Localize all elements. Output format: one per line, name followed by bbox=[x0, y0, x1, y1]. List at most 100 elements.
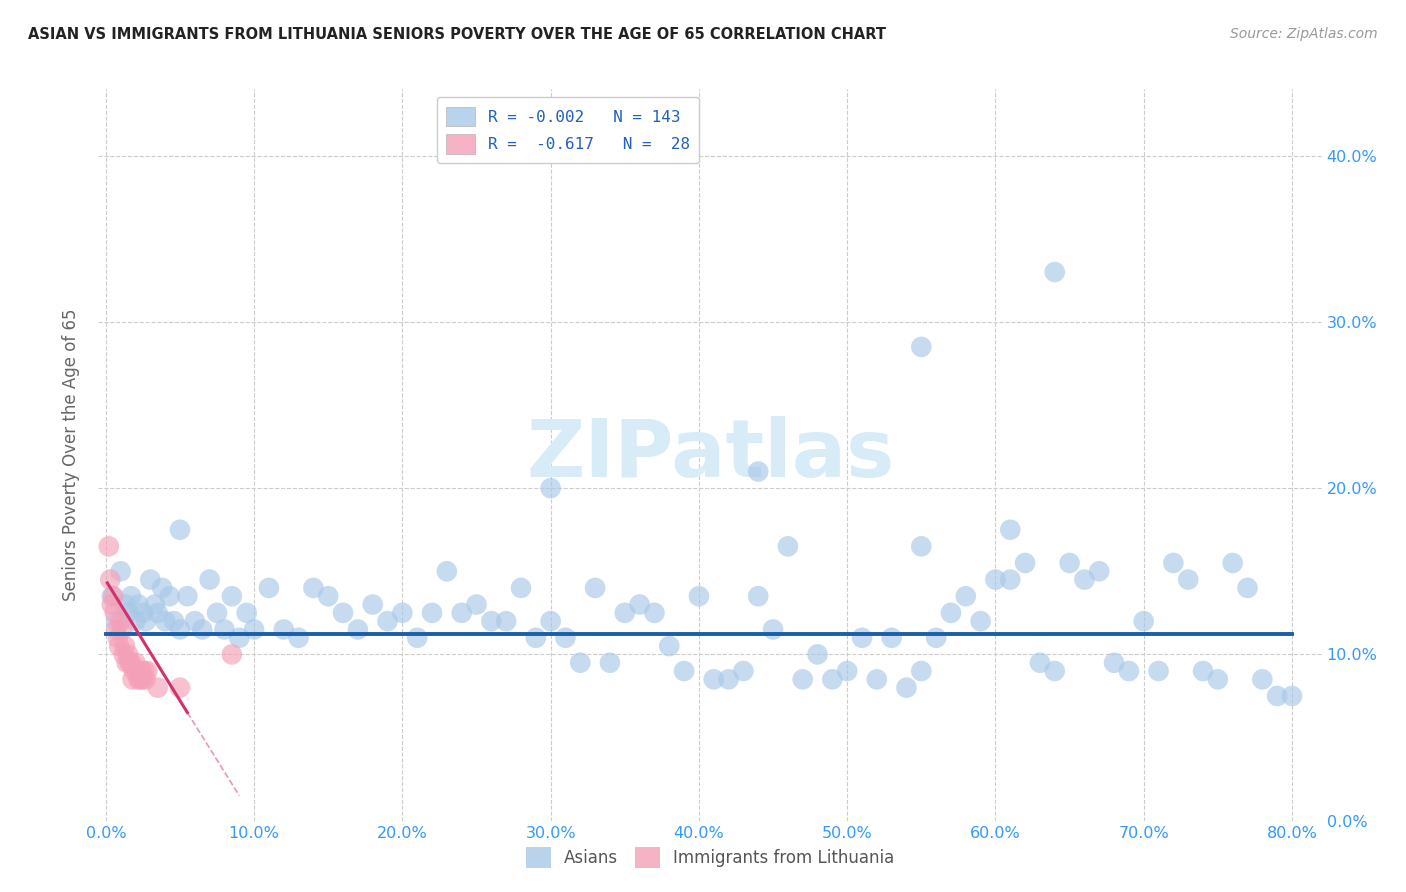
Point bbox=[124, 614, 146, 628]
Point bbox=[925, 631, 948, 645]
Point bbox=[169, 623, 191, 637]
Point bbox=[257, 581, 280, 595]
Point bbox=[420, 606, 443, 620]
Point bbox=[1236, 581, 1258, 595]
Point bbox=[159, 589, 181, 603]
Point bbox=[243, 623, 266, 637]
Point bbox=[117, 606, 139, 620]
Point bbox=[762, 623, 785, 637]
Point bbox=[377, 614, 399, 628]
Point bbox=[569, 656, 592, 670]
Point bbox=[733, 664, 755, 678]
Point bbox=[100, 598, 122, 612]
Point bbox=[132, 606, 155, 620]
Text: Source: ZipAtlas.com: Source: ZipAtlas.com bbox=[1230, 27, 1378, 41]
Point bbox=[851, 631, 873, 645]
Point bbox=[125, 664, 148, 678]
Point bbox=[628, 598, 651, 612]
Point bbox=[837, 664, 859, 678]
Point bbox=[221, 589, 243, 603]
Point bbox=[135, 614, 157, 628]
Point bbox=[1251, 673, 1274, 687]
Point bbox=[703, 673, 725, 687]
Point bbox=[110, 614, 132, 628]
Point bbox=[104, 606, 127, 620]
Point bbox=[1222, 556, 1244, 570]
Point bbox=[120, 589, 142, 603]
Point bbox=[139, 573, 162, 587]
Point bbox=[134, 664, 156, 678]
Point bbox=[806, 648, 828, 662]
Point bbox=[1102, 656, 1125, 670]
Point bbox=[436, 564, 458, 578]
Point bbox=[136, 664, 159, 678]
Point bbox=[450, 606, 472, 620]
Point bbox=[105, 623, 128, 637]
Point bbox=[747, 589, 769, 603]
Point bbox=[540, 481, 562, 495]
Point bbox=[583, 581, 606, 595]
Point bbox=[673, 664, 696, 678]
Point bbox=[1177, 573, 1199, 587]
Legend: Asians, Immigrants from Lithuania: Asians, Immigrants from Lithuania bbox=[519, 841, 901, 874]
Point bbox=[776, 539, 799, 553]
Point bbox=[1281, 689, 1303, 703]
Point bbox=[939, 606, 962, 620]
Point bbox=[792, 673, 814, 687]
Point bbox=[98, 573, 121, 587]
Point bbox=[391, 606, 413, 620]
Point bbox=[361, 598, 384, 612]
Point bbox=[406, 631, 429, 645]
Point bbox=[910, 340, 932, 354]
Point bbox=[1073, 573, 1095, 587]
Point bbox=[214, 623, 236, 637]
Point bbox=[1000, 523, 1022, 537]
Point bbox=[235, 606, 257, 620]
Point bbox=[316, 589, 339, 603]
Point bbox=[510, 581, 533, 595]
Point bbox=[169, 681, 191, 695]
Point bbox=[1029, 656, 1052, 670]
Point bbox=[554, 631, 576, 645]
Point bbox=[184, 614, 207, 628]
Point bbox=[984, 573, 1007, 587]
Point bbox=[111, 623, 134, 637]
Point bbox=[1206, 673, 1229, 687]
Point bbox=[717, 673, 740, 687]
Point bbox=[479, 614, 502, 628]
Point bbox=[131, 664, 153, 678]
Point bbox=[821, 673, 844, 687]
Point bbox=[1043, 664, 1066, 678]
Point bbox=[120, 656, 142, 670]
Point bbox=[114, 598, 136, 612]
Point bbox=[273, 623, 295, 637]
Point bbox=[115, 656, 138, 670]
Point bbox=[169, 523, 191, 537]
Point bbox=[658, 639, 681, 653]
Point bbox=[1014, 556, 1036, 570]
Point bbox=[108, 639, 131, 653]
Point bbox=[302, 581, 325, 595]
Point bbox=[866, 673, 889, 687]
Point bbox=[112, 648, 135, 662]
Point bbox=[495, 614, 517, 628]
Point bbox=[228, 631, 250, 645]
Point bbox=[955, 589, 977, 603]
Point bbox=[150, 581, 173, 595]
Point bbox=[105, 614, 128, 628]
Point bbox=[143, 598, 166, 612]
Point bbox=[1000, 573, 1022, 587]
Point bbox=[176, 589, 198, 603]
Point bbox=[540, 614, 562, 628]
Point bbox=[97, 539, 120, 553]
Point bbox=[1088, 564, 1111, 578]
Point bbox=[163, 614, 186, 628]
Point bbox=[1043, 265, 1066, 279]
Point bbox=[1118, 664, 1140, 678]
Point bbox=[146, 681, 169, 695]
Point bbox=[107, 631, 129, 645]
Point bbox=[135, 673, 157, 687]
Point bbox=[969, 614, 991, 628]
Point bbox=[121, 673, 143, 687]
Point bbox=[146, 606, 169, 620]
